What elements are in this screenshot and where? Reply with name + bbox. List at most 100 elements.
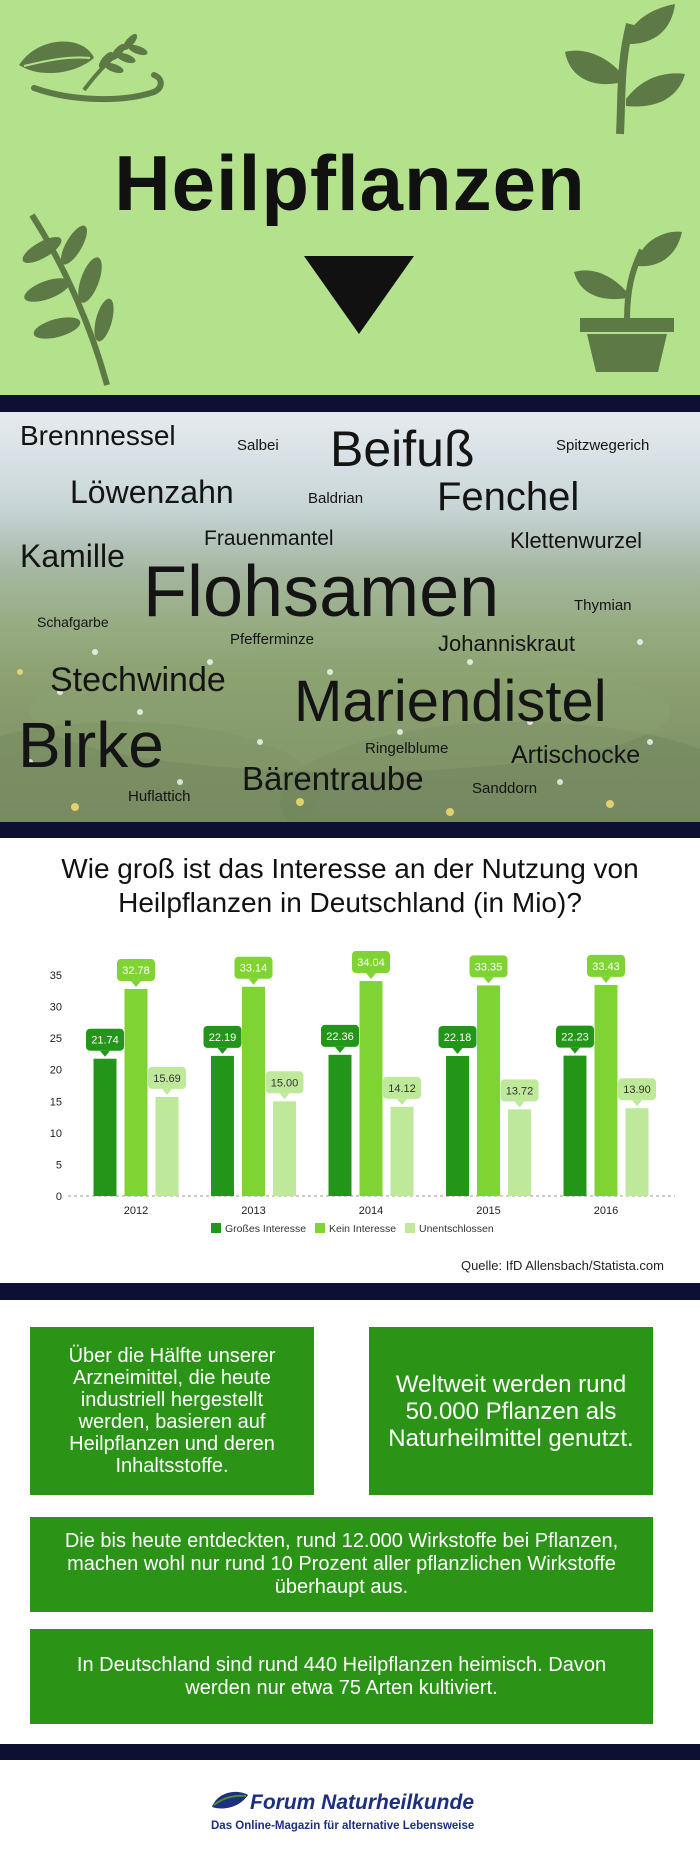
leafy-branch-icon bbox=[22, 213, 114, 386]
potted-plant-icon bbox=[574, 231, 682, 372]
data-label: 33.35 bbox=[475, 961, 503, 973]
bar-undecided bbox=[508, 1109, 531, 1196]
data-label: 21.74 bbox=[91, 1035, 119, 1047]
legend-swatch bbox=[211, 1223, 221, 1233]
herb-word: Mariendistel bbox=[294, 669, 607, 734]
data-label: 15.00 bbox=[271, 1077, 299, 1089]
herb-word: Artischocke bbox=[511, 741, 641, 769]
y-tick-label: 5 bbox=[56, 1159, 62, 1171]
herb-word: Fenchel bbox=[437, 475, 580, 519]
data-label-pointer bbox=[366, 973, 376, 980]
data-label-bg bbox=[500, 1079, 539, 1102]
legend-swatch bbox=[405, 1223, 415, 1233]
x-tick-label: 2014 bbox=[359, 1205, 383, 1217]
chart-title-line2: Heilpflanzen in Deutschland (in Mio)? bbox=[118, 887, 582, 918]
data-label: 22.23 bbox=[561, 1032, 589, 1044]
bar-undecided bbox=[273, 1101, 296, 1196]
logo-title[interactable]: Forum Naturheilkunde bbox=[250, 1791, 475, 1814]
herb-word-cloud bbox=[0, 412, 700, 822]
logo-tagline: Das Online-Magazin für alternative Leben… bbox=[211, 1820, 475, 1832]
data-label-bg bbox=[234, 956, 273, 979]
bar-no-interest bbox=[477, 985, 500, 1196]
data-label: 33.43 bbox=[592, 961, 620, 973]
x-tick-label: 2012 bbox=[124, 1205, 148, 1217]
y-tick-label: 15 bbox=[50, 1096, 62, 1108]
fact-box-active-ingredients: Die bis heute entdeckten, rund 12.000 Wi… bbox=[30, 1517, 653, 1612]
page-title: Heilpflanzen bbox=[114, 139, 586, 227]
data-label-pointer bbox=[162, 1088, 172, 1095]
data-label: 22.19 bbox=[209, 1032, 237, 1044]
section-divider bbox=[0, 822, 700, 838]
bar-no-interest bbox=[359, 981, 383, 1196]
data-label: 34.04 bbox=[357, 957, 385, 969]
data-label: 22.36 bbox=[326, 1031, 354, 1043]
chart-title: Wie groß ist das Interesse an der Nutzun… bbox=[0, 852, 700, 920]
herb-word: Kamille bbox=[20, 538, 125, 574]
x-tick-label: 2016 bbox=[594, 1205, 618, 1217]
y-tick-label: 20 bbox=[50, 1065, 62, 1077]
herb-word: Spitzwegerich bbox=[556, 437, 650, 454]
data-label: 33.14 bbox=[240, 963, 268, 975]
herb-word: Bärentraube bbox=[242, 760, 424, 797]
herb-word: Stechwinde bbox=[50, 661, 226, 699]
bar-undecided bbox=[155, 1096, 179, 1196]
plant-sprout-icon bbox=[565, 4, 685, 135]
chart-source: Quelle: IfD Allensbach/Statista.com bbox=[460, 1258, 664, 1273]
data-label-pointer bbox=[397, 1098, 407, 1105]
bar-great-interest bbox=[328, 1054, 352, 1196]
data-label-pointer bbox=[131, 981, 141, 988]
bar-great-interest bbox=[211, 1055, 234, 1196]
y-tick-label: 35 bbox=[50, 970, 62, 982]
data-label-pointer bbox=[335, 1046, 345, 1053]
herb-word: Thymian bbox=[574, 597, 632, 614]
herb-word: Sanddorn bbox=[472, 780, 538, 797]
herb-word: Flohsamen bbox=[143, 552, 500, 632]
y-tick-label: 30 bbox=[50, 1002, 62, 1014]
legend-label: Unentschlossen bbox=[419, 1223, 494, 1235]
bar-no-interest bbox=[242, 986, 265, 1196]
herb-word: Baldrian bbox=[308, 490, 364, 507]
data-label-bg bbox=[469, 955, 508, 978]
section-divider bbox=[0, 1744, 700, 1760]
bar-great-interest bbox=[446, 1055, 469, 1196]
herb-word: Birke bbox=[18, 709, 164, 781]
data-label-pointer bbox=[279, 1093, 290, 1100]
herb-word: Brennnessel bbox=[20, 420, 176, 451]
data-label: 13.90 bbox=[623, 1084, 651, 1096]
bar-great-interest bbox=[93, 1058, 117, 1196]
legend-label: Kein Interesse bbox=[329, 1223, 396, 1235]
legend-label: Großes Interesse bbox=[225, 1223, 306, 1235]
data-label: 32.78 bbox=[122, 965, 150, 977]
data-label: 14.12 bbox=[388, 1083, 416, 1095]
data-label: 15.69 bbox=[153, 1073, 181, 1085]
legend-swatch bbox=[315, 1223, 325, 1233]
data-label-pointer bbox=[632, 1100, 642, 1107]
herb-word: Salbei bbox=[237, 437, 279, 454]
data-label-bg bbox=[148, 1066, 186, 1089]
herb-word: Beifuß bbox=[330, 421, 475, 477]
bar-undecided bbox=[625, 1108, 649, 1196]
data-label: 13.72 bbox=[506, 1085, 534, 1097]
bar-no-interest bbox=[594, 984, 618, 1196]
meadow-background-image bbox=[0, 639, 700, 822]
data-label-bg bbox=[618, 1078, 656, 1101]
data-label-bg bbox=[383, 1076, 421, 1099]
herb-word: Johanniskraut bbox=[438, 631, 575, 656]
data-label-bg bbox=[352, 951, 390, 974]
data-label-bg bbox=[117, 959, 155, 982]
data-label-pointer bbox=[452, 1047, 463, 1054]
herb-word: Ringelblume bbox=[365, 740, 449, 757]
herb-word: Klettenwurzel bbox=[510, 528, 643, 553]
data-label-bg bbox=[86, 1028, 124, 1051]
data-label-pointer bbox=[570, 1047, 580, 1054]
bar-undecided bbox=[390, 1106, 414, 1196]
y-tick-label: 25 bbox=[50, 1033, 62, 1045]
x-tick-label: 2015 bbox=[476, 1205, 500, 1217]
data-label-pointer bbox=[100, 1050, 110, 1057]
hero-banner: Heilpflanzen bbox=[0, 0, 700, 395]
leaf-sprig-icon bbox=[19, 33, 164, 103]
fact-box-worldwide: Weltweit werden rund 50.000 Pflanzen als… bbox=[369, 1327, 653, 1495]
data-label-pointer bbox=[483, 977, 494, 984]
section-divider bbox=[0, 1283, 700, 1300]
y-tick-label: 0 bbox=[56, 1191, 62, 1203]
